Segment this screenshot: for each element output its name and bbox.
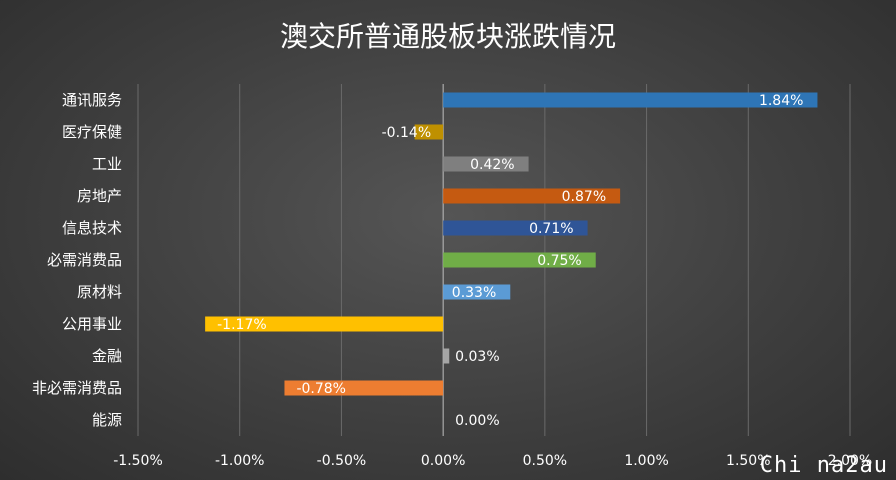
x-tick-label: -1.50%: [113, 453, 163, 469]
data-label: 0.33%: [452, 285, 496, 301]
x-tick-label: -0.50%: [317, 453, 367, 469]
category-label: 非必需消费品: [32, 379, 122, 397]
chart-title: 澳交所普通股板块涨跌情况: [280, 20, 616, 53]
category-label: 金融: [92, 347, 122, 365]
category-label: 原材料: [77, 283, 122, 301]
category-label: 工业: [92, 155, 122, 173]
bar: [443, 284, 511, 300]
category-label: 医疗保健: [62, 123, 122, 141]
category-label: 通讯服务: [62, 91, 122, 109]
x-tick-label: 1.00%: [624, 453, 668, 469]
watermark-text: Chi na2au: [759, 453, 888, 478]
bar: [443, 188, 621, 204]
x-tick-label: 0.00%: [421, 453, 465, 469]
data-label: -0.78%: [296, 381, 346, 397]
x-tick-label: 2.00%: [828, 453, 872, 469]
category-label: 公用事业: [62, 315, 122, 333]
data-label: 0.00%: [455, 413, 499, 429]
bar: [443, 348, 450, 364]
data-label: 0.71%: [529, 221, 573, 237]
bar: [443, 220, 588, 236]
category-label: 房地产: [77, 187, 122, 205]
bar: [443, 156, 529, 172]
bar: [443, 252, 596, 268]
x-tick-labels: -1.50% -1.00% -0.50% 0.00% 0.50% 1.00% 1.50% 2.…: [113, 453, 872, 469]
data-label: -0.14%: [382, 125, 432, 141]
data-label: -1.17%: [217, 317, 267, 333]
bars: [205, 92, 818, 396]
x-tick-label: 0.50%: [523, 453, 567, 469]
bar: [443, 92, 818, 108]
x-tick-label: -1.00%: [215, 453, 265, 469]
category-label: 必需消费品: [47, 251, 122, 269]
bar: [205, 316, 444, 332]
x-tick-label: 1.50%: [726, 453, 770, 469]
bar: [414, 124, 444, 140]
category-label: 能源: [92, 411, 122, 429]
data-label: 0.03%: [455, 349, 499, 365]
data-label: 0.75%: [537, 253, 581, 269]
data-label: 0.42%: [470, 157, 514, 173]
data-label: 0.87%: [562, 189, 606, 205]
bar: [284, 380, 444, 396]
category-label: 信息技术: [62, 219, 122, 237]
data-label: 1.84%: [759, 93, 803, 109]
data-labels: 1.84% -0.14% 0.42% 0.87% 0.71% 0.75% 0.33% -1.1…: [217, 93, 803, 429]
